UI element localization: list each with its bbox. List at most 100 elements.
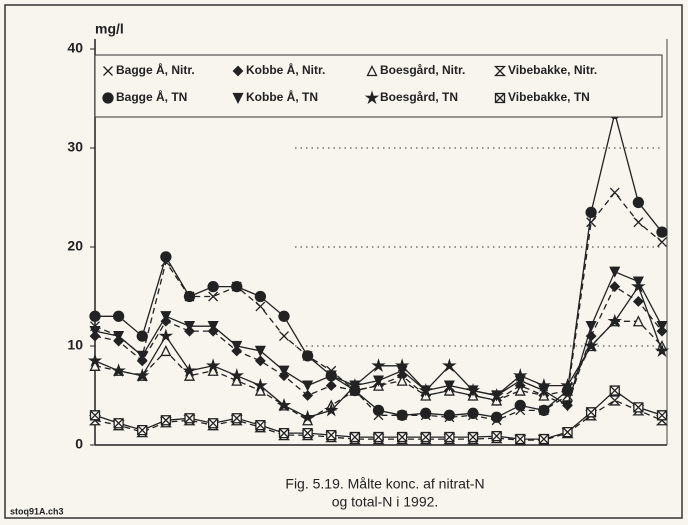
point	[396, 409, 408, 421]
point	[160, 251, 172, 263]
point	[632, 315, 644, 327]
point	[231, 374, 243, 386]
point	[207, 418, 219, 429]
footer: stoq91A.ch3	[10, 506, 64, 516]
point	[255, 301, 266, 312]
point	[514, 384, 526, 396]
y-tick-label: 40	[67, 40, 83, 56]
point	[182, 363, 197, 377]
legend-box	[94, 54, 663, 118]
point	[302, 427, 313, 439]
y-axis-label: mg/l	[95, 21, 124, 37]
point	[207, 321, 219, 333]
point	[301, 350, 314, 362]
point	[160, 344, 172, 357]
legend-marker	[232, 92, 244, 104]
point	[442, 358, 457, 372]
point	[89, 326, 101, 338]
point	[656, 410, 668, 421]
point	[229, 368, 244, 382]
point	[515, 433, 526, 445]
point	[654, 343, 670, 358]
point	[300, 409, 315, 424]
point	[657, 237, 667, 248]
point	[656, 226, 668, 238]
legend-marker	[232, 65, 244, 77]
point	[113, 330, 125, 343]
point	[467, 407, 479, 419]
point	[254, 384, 266, 396]
point	[254, 345, 266, 357]
point	[443, 409, 456, 421]
point	[325, 370, 337, 382]
legend-label: Vibebakke, TN	[508, 90, 590, 104]
point	[633, 217, 644, 228]
point	[160, 311, 172, 323]
y-tick-label: 0	[75, 436, 83, 452]
point	[561, 400, 574, 412]
point	[279, 331, 289, 342]
point	[136, 330, 148, 342]
legend-label: Boesgård, TN	[380, 90, 458, 104]
legend-label: Bagge Å, Nitr.	[116, 62, 195, 77]
point	[396, 374, 408, 386]
point	[608, 395, 621, 406]
point	[396, 431, 408, 443]
legend-label: Vibebakke, Nitr.	[508, 63, 597, 77]
point	[302, 390, 314, 401]
caption: Fig. 5.19. Målte konc. af nitrat-N	[285, 476, 484, 492]
point	[347, 378, 363, 392]
point	[111, 363, 126, 377]
point	[490, 411, 503, 423]
point	[302, 380, 314, 392]
point	[585, 321, 597, 333]
point	[609, 266, 621, 278]
point	[87, 353, 103, 367]
legend-marker	[366, 65, 378, 77]
point	[183, 290, 196, 303]
point	[231, 413, 242, 424]
point	[562, 426, 573, 438]
point	[538, 433, 550, 445]
point	[278, 365, 290, 377]
point	[135, 368, 150, 382]
legend-marker	[493, 65, 507, 77]
point	[607, 313, 622, 328]
legend-label: Kobbe Å, Nitr.	[246, 62, 325, 77]
point	[609, 187, 620, 198]
legend-marker	[364, 90, 380, 105]
point	[254, 355, 266, 367]
point	[158, 328, 174, 343]
point	[420, 431, 431, 443]
point	[371, 358, 386, 372]
point	[89, 359, 101, 371]
point	[276, 397, 292, 412]
point	[373, 431, 384, 443]
point	[113, 418, 124, 429]
point	[255, 420, 266, 431]
legend-marker	[494, 92, 506, 104]
point	[137, 425, 148, 436]
point	[394, 358, 410, 372]
point	[443, 380, 455, 392]
point	[609, 385, 620, 396]
point	[278, 427, 290, 439]
point	[467, 431, 479, 443]
point	[253, 378, 268, 392]
legend-label: Bagge Å, TN	[116, 89, 187, 104]
point	[183, 369, 196, 381]
y-tick-label: 20	[67, 238, 83, 254]
point	[326, 429, 337, 441]
legend-marker	[103, 66, 113, 76]
point	[89, 410, 101, 421]
point	[208, 291, 219, 302]
point	[372, 404, 385, 417]
legend-label: Boesgård, Nitr.	[380, 63, 465, 77]
point	[349, 431, 361, 443]
point	[231, 340, 243, 352]
point	[231, 280, 243, 293]
y-tick-label: 10	[67, 337, 83, 353]
legend-marker	[102, 92, 114, 104]
point	[656, 321, 668, 333]
